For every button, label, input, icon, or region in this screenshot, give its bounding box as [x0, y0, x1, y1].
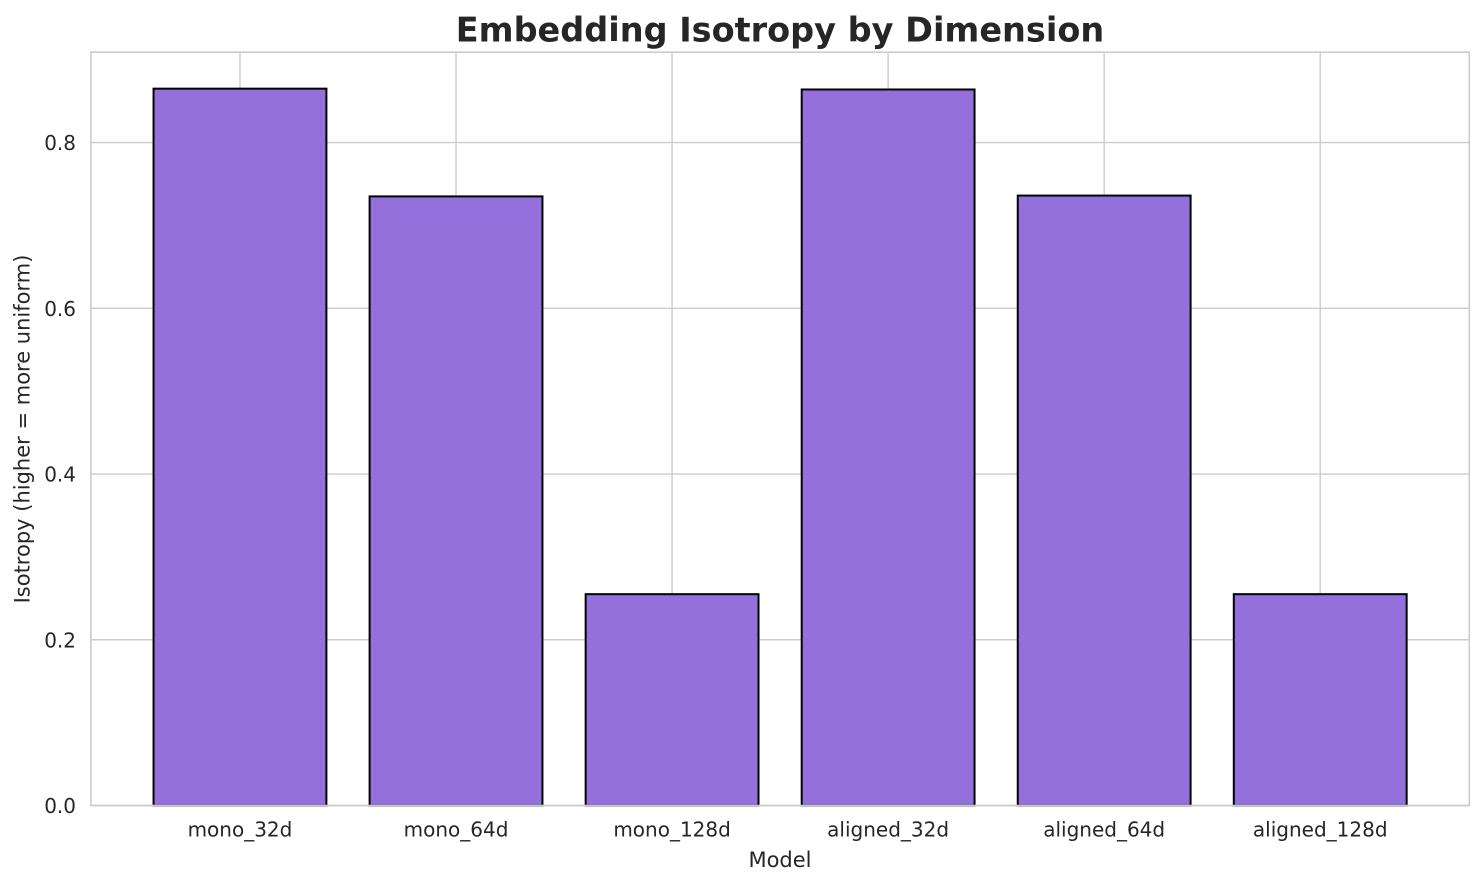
y-tick-label: 0.6	[44, 297, 76, 321]
plot-border	[90, 51, 1471, 807]
bars	[152, 87, 1408, 807]
bar-mono_32d	[152, 87, 328, 807]
y-tick-label: 0.4	[44, 463, 76, 487]
x-tick-label: aligned_64d	[1043, 817, 1165, 841]
bar-mono_64d	[368, 195, 544, 807]
x-tick-label: mono_32d	[188, 817, 293, 841]
chart-title: Embedding Isotropy by Dimension	[456, 11, 1104, 50]
x-axis-label: Model	[748, 848, 811, 872]
y-tick-label: 0.0	[44, 794, 76, 818]
y-tick-label: 0.2	[44, 628, 76, 652]
y-tick-label: 0.8	[44, 131, 76, 155]
y-axis-label: Isotropy (higher = more uniform)	[11, 255, 35, 604]
bar-mono_128d	[584, 593, 760, 807]
x-tick-label: mono_64d	[404, 817, 509, 841]
axes-spines	[90, 51, 1471, 807]
x-tick-label: aligned_128d	[1253, 817, 1388, 841]
bar-aligned_64d	[1016, 194, 1192, 807]
bar-aligned_128d	[1232, 593, 1408, 807]
tick-labels: mono_32d mono_64d mono_128d aligned_32d alig…	[44, 131, 1387, 841]
x-tick-label: mono_128d	[613, 817, 731, 841]
bar-aligned_32d	[800, 88, 976, 807]
x-tick-label: aligned_32d	[827, 817, 949, 841]
